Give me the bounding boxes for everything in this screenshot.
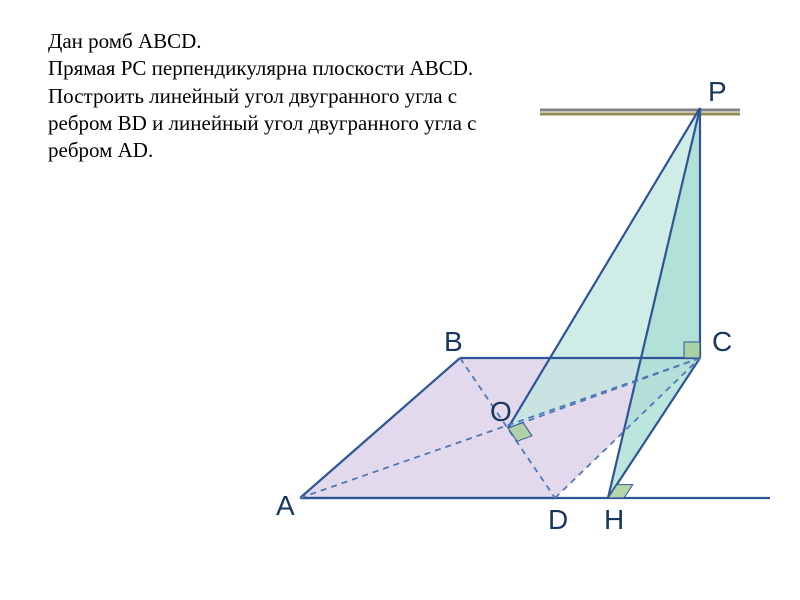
label-B: B xyxy=(444,326,463,358)
label-A: A xyxy=(276,490,295,522)
label-O: O xyxy=(490,396,512,428)
label-H: H xyxy=(604,504,624,536)
label-D: D xyxy=(548,504,568,536)
geometry-diagram xyxy=(0,0,800,600)
underline-decoration xyxy=(540,110,740,114)
label-P: P xyxy=(708,76,727,108)
label-C: C xyxy=(712,326,732,358)
